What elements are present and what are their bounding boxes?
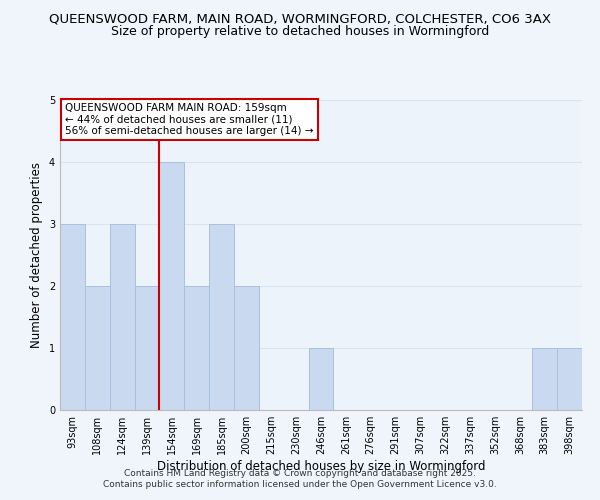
Bar	[308, 348, 334, 410]
Bar	[209, 224, 234, 410]
Text: Size of property relative to detached houses in Wormingford: Size of property relative to detached ho…	[111, 25, 489, 38]
Bar	[532, 348, 557, 410]
Bar	[184, 286, 209, 410]
Bar	[134, 286, 160, 410]
Bar	[160, 162, 184, 410]
Text: Contains HM Land Registry data © Crown copyright and database right 2025.: Contains HM Land Registry data © Crown c…	[124, 468, 476, 477]
Text: QUEENSWOOD FARM, MAIN ROAD, WORMINGFORD, COLCHESTER, CO6 3AX: QUEENSWOOD FARM, MAIN ROAD, WORMINGFORD,…	[49, 12, 551, 26]
Text: Contains public sector information licensed under the Open Government Licence v3: Contains public sector information licen…	[103, 480, 497, 489]
Bar	[110, 224, 134, 410]
Text: QUEENSWOOD FARM MAIN ROAD: 159sqm
← 44% of detached houses are smaller (11)
56% : QUEENSWOOD FARM MAIN ROAD: 159sqm ← 44% …	[65, 103, 314, 136]
Y-axis label: Number of detached properties: Number of detached properties	[31, 162, 43, 348]
X-axis label: Distribution of detached houses by size in Wormingford: Distribution of detached houses by size …	[157, 460, 485, 473]
Bar	[234, 286, 259, 410]
Bar	[557, 348, 582, 410]
Bar	[60, 224, 85, 410]
Bar	[85, 286, 110, 410]
